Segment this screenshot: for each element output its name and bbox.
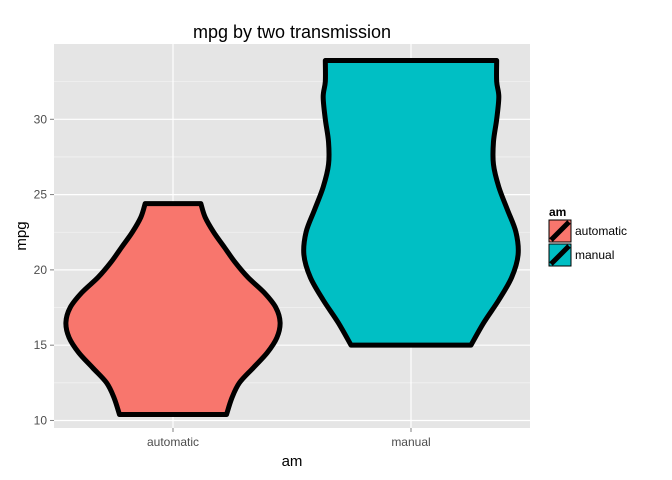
x-axis-ticks: automatic manual — [147, 428, 431, 449]
legend-key-slash — [549, 244, 571, 266]
legend-label-automatic: automatic — [575, 224, 627, 238]
y-tick-label: 10 — [34, 413, 48, 427]
legend-label-manual: manual — [575, 248, 614, 262]
y-tick-label: 20 — [34, 263, 48, 277]
legend-key-slash — [549, 220, 571, 242]
violin-manual — [301, 58, 521, 348]
y-axis-title: mpg — [13, 221, 30, 250]
legend: am automatic manual — [548, 205, 627, 267]
y-tick-label: 25 — [34, 188, 48, 202]
y-tick-label: 15 — [34, 338, 48, 352]
y-axis-ticks: 10 15 20 25 30 — [34, 112, 54, 427]
violin-automatic — [63, 201, 283, 417]
x-axis-title: am — [282, 453, 303, 470]
y-tick-label: 30 — [34, 112, 48, 126]
x-tick-label: automatic — [147, 435, 199, 449]
legend-title: am — [549, 205, 566, 219]
chart-title: mpg by two transmission — [193, 22, 391, 42]
x-tick-label: manual — [391, 435, 430, 449]
violins — [63, 58, 521, 417]
